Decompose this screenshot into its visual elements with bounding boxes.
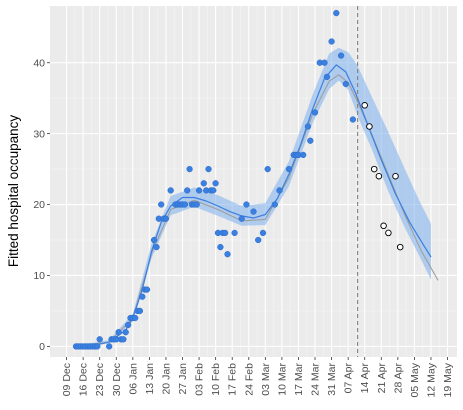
x-tick-label: 24 Feb — [243, 363, 255, 396]
y-tick-label: 30 — [33, 128, 45, 140]
observed-point — [221, 229, 229, 237]
x-tick-label: 19 May — [442, 362, 454, 397]
observed-point — [186, 165, 193, 173]
observed-point — [333, 9, 340, 17]
x-tick-label: 14 Apr — [359, 362, 371, 393]
observed-point — [136, 307, 144, 315]
x-tick-label: 13 Jan — [144, 363, 156, 395]
observed-point — [264, 165, 271, 173]
observed-point — [300, 151, 307, 159]
holdout-point — [392, 172, 399, 180]
observed-point — [276, 187, 283, 194]
observed-point — [307, 137, 314, 144]
x-tick-label: 23 Dec — [94, 363, 106, 396]
observed-point — [328, 38, 335, 45]
observed-point — [132, 314, 139, 322]
y-tick-label: 40 — [33, 57, 45, 69]
observed-point — [124, 321, 132, 329]
x-tick-label: 24 Mar — [310, 363, 322, 396]
x-tick-label: 27 Jan — [177, 363, 189, 395]
observed-point — [96, 336, 103, 343]
x-tick-label: 05 May — [409, 362, 421, 397]
observed-point — [162, 215, 170, 222]
observed-point — [139, 293, 146, 300]
holdout-points — [361, 102, 404, 251]
x-tick-label: 28 Apr — [392, 362, 404, 393]
observed-point — [193, 201, 200, 208]
observed-point — [224, 251, 231, 258]
observed-point — [122, 329, 129, 336]
observed-point — [238, 215, 245, 222]
x-tick-label: 16 Dec — [78, 363, 90, 396]
observed-point — [212, 180, 219, 187]
observed-point — [167, 187, 174, 194]
observed-point — [304, 123, 312, 130]
holdout-point — [385, 229, 392, 237]
observed-point — [158, 201, 165, 208]
y-tick-label: 20 — [33, 199, 45, 211]
y-tick-label: 10 — [33, 270, 45, 282]
observed-point — [321, 59, 328, 66]
x-tick-label: 10 Feb — [210, 363, 222, 396]
holdout-point — [361, 102, 368, 109]
holdout-point — [366, 123, 373, 130]
observed-point — [115, 329, 122, 336]
observed-point — [94, 343, 101, 350]
observed-point — [200, 180, 207, 187]
observed-point — [231, 229, 238, 237]
observed-point — [217, 243, 224, 251]
x-tick-label: 21 Apr — [376, 362, 388, 393]
x-tick-label: 06 Jan — [127, 363, 139, 395]
x-tick-label: 31 Mar — [326, 363, 338, 396]
x-tick-label: 03 Feb — [194, 363, 206, 396]
x-tick-label: 03 Mar — [260, 363, 272, 396]
x-tick-label: 10 Mar — [276, 363, 288, 396]
observed-point — [150, 236, 158, 244]
observed-point — [195, 187, 203, 194]
observed-point — [243, 201, 250, 208]
observed-point — [181, 201, 189, 208]
observed-point — [143, 286, 151, 293]
holdout-point — [396, 243, 404, 251]
observed-point — [210, 187, 217, 194]
axes: 09 Dec 16 Dec 23 Dec 30 Dec 06 Jan 13 Jan 20 J… — [33, 57, 454, 397]
x-tick-label: 17 Mar — [293, 363, 305, 396]
observed-points — [72, 9, 357, 350]
y-tick-label: 0 — [39, 341, 45, 353]
holdout-point — [375, 172, 383, 180]
observed-point — [205, 165, 212, 173]
x-tick-label: 30 Dec — [111, 363, 123, 396]
observed-point — [106, 343, 113, 350]
observed-point — [153, 243, 160, 251]
observed-point — [271, 201, 278, 208]
observed-point — [337, 52, 345, 59]
observed-point — [120, 336, 127, 343]
x-tick-label: 20 Jan — [160, 363, 172, 395]
holdout-point — [380, 222, 387, 230]
x-tick-label: 12 May — [425, 362, 437, 397]
x-tick-label: 07 Apr — [343, 362, 355, 393]
observed-point — [349, 116, 357, 123]
observed-point — [285, 165, 293, 173]
x-tick-label: 09 Dec — [61, 363, 73, 396]
observed-point — [323, 73, 331, 81]
observed-point — [259, 229, 267, 237]
y-axis-title: Fitted hospital occupancy — [6, 115, 21, 268]
x-tick-label: 17 Feb — [227, 363, 239, 396]
observed-point — [184, 187, 191, 194]
observed-point — [342, 80, 349, 88]
observed-point — [311, 109, 319, 116]
observed-point — [255, 236, 262, 244]
holdout-point — [370, 165, 378, 173]
observed-point — [250, 208, 257, 215]
